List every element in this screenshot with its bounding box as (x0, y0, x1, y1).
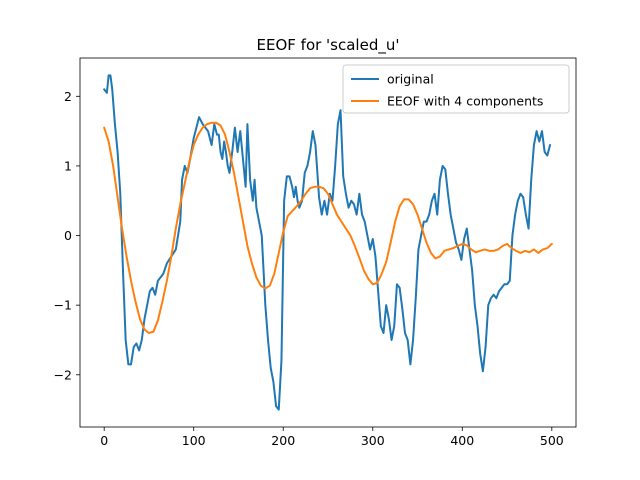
x-tick-label: 200 (271, 433, 295, 448)
y-axis: −2 −1 0 1 2 (54, 89, 80, 382)
legend: original EEOF with 4 components (342, 64, 570, 114)
x-tick-label: 400 (450, 433, 474, 448)
legend-label: EEOF with 4 components (387, 94, 543, 109)
y-tick-label: 0 (64, 228, 72, 243)
y-tick-label: −2 (54, 367, 72, 382)
x-tick-label: 100 (182, 433, 206, 448)
chart-title: EEOF for 'scaled_u' (257, 36, 400, 55)
series-line-original (103, 74, 552, 411)
x-tick-label: 500 (540, 433, 564, 448)
axes-frame (79, 57, 577, 428)
x-tick-label: 0 (100, 433, 108, 448)
y-tick-label: 1 (64, 158, 72, 173)
series-line-eeof (103, 121, 553, 335)
series-layer (103, 74, 553, 411)
y-tick-label: 2 (64, 89, 72, 104)
x-axis: 0 100 200 300 400 500 (100, 427, 564, 448)
x-tick-label: 300 (361, 433, 385, 448)
legend-label: original (387, 72, 434, 87)
y-tick-label: −1 (54, 298, 72, 313)
legend-box (342, 64, 570, 114)
